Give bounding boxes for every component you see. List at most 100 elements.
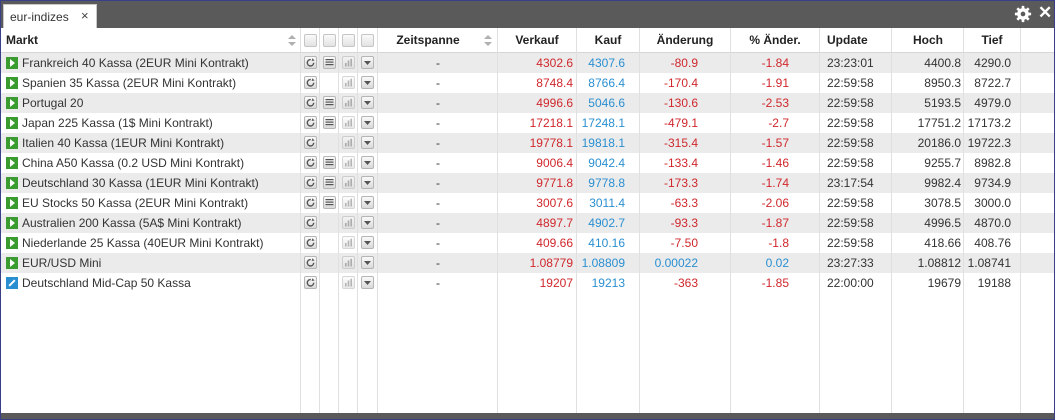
table-row[interactable]: Frankreich 40 Kassa (2EUR Mini Kontrakt)… (1, 53, 1054, 73)
news-icon[interactable] (323, 96, 336, 109)
play-icon[interactable] (6, 137, 18, 149)
dropdown-icon[interactable] (361, 236, 374, 249)
tab-eur-indizes[interactable]: eur-indizes × (3, 4, 97, 28)
dropdown-icon[interactable] (361, 56, 374, 69)
play-icon[interactable] (6, 77, 18, 89)
chart-icon[interactable] (342, 136, 355, 149)
play-icon[interactable] (6, 217, 18, 229)
chart-icon[interactable] (342, 196, 355, 209)
market-name[interactable]: Niederlande 25 Kassa (40EUR Mini Kontrak… (22, 236, 264, 250)
chart-icon[interactable] (342, 96, 355, 109)
gear-icon[interactable] (1014, 5, 1032, 23)
play-icon[interactable] (6, 97, 18, 109)
cell-update: 22:59:58 (827, 116, 874, 130)
play-icon[interactable] (6, 197, 18, 209)
dropdown-icon[interactable] (361, 196, 374, 209)
play-icon[interactable] (6, 157, 18, 169)
market-name[interactable]: China A50 Kassa (0.2 USD Mini Kontrakt) (22, 156, 245, 170)
chart-icon[interactable] (342, 256, 355, 269)
col-header-verkauf[interactable]: Verkauf (515, 33, 559, 47)
table-row[interactable]: Niederlande 25 Kassa (40EUR Mini Kontrak… (1, 233, 1054, 253)
window-close-icon[interactable]: ✕ (1038, 3, 1053, 22)
table-row[interactable]: EUR/USD Mini - 1.08779 1.08809 0.00022 0.02 23… (1, 253, 1054, 273)
table-row[interactable]: Australien 200 Kassa (5A$ Mini Kontrakt)… (1, 213, 1054, 233)
col-header-hoch[interactable]: Hoch (913, 33, 943, 47)
col-header-markt[interactable]: Markt (6, 33, 39, 47)
play-icon[interactable] (6, 237, 18, 249)
market-name[interactable]: EU Stocks 50 Kassa (2EUR Mini Kontrakt) (22, 196, 249, 210)
chart-icon[interactable] (342, 236, 355, 249)
col-header-pct[interactable]: % Änder. (749, 33, 801, 47)
col-header-update[interactable]: Update (827, 33, 868, 47)
play-icon[interactable] (6, 257, 18, 269)
table-row[interactable]: Italien 40 Kassa (1EUR Mini Kontrakt) - 19… (1, 133, 1054, 153)
market-name[interactable]: EUR/USD Mini (22, 256, 102, 270)
refresh-icon[interactable] (304, 116, 317, 129)
dropdown-icon[interactable] (361, 136, 374, 149)
market-name[interactable]: Frankreich 40 Kassa (2EUR Mini Kontrakt) (22, 56, 249, 70)
dropdown-icon[interactable] (361, 156, 374, 169)
refresh-icon[interactable] (304, 176, 317, 189)
market-name[interactable]: Spanien 35 Kassa (2EUR Mini Kontrakt) (22, 76, 237, 90)
refresh-icon[interactable] (304, 276, 317, 289)
refresh-icon[interactable] (304, 76, 317, 89)
dropdown-icon[interactable] (361, 76, 374, 89)
news-icon[interactable] (323, 56, 336, 69)
table-row[interactable]: Deutschland 30 Kassa (1EUR Mini Kontrakt… (1, 173, 1054, 193)
cell-pct: 0.02 (765, 256, 789, 270)
dropdown-icon[interactable] (361, 116, 374, 129)
cell-zeitspanne: - (436, 136, 440, 150)
cell-update: 22:00:00 (827, 276, 874, 290)
table-row[interactable]: China A50 Kassa (0.2 USD Mini Kontrakt) -… (1, 153, 1054, 173)
refresh-icon[interactable] (304, 136, 317, 149)
grid-header: Markt Zeitspanne Verkauf Kauf Änderung %… (1, 28, 1054, 53)
market-name[interactable]: Deutschland 30 Kassa (1EUR Mini Kontrakt… (22, 176, 259, 190)
refresh-icon[interactable] (304, 256, 317, 269)
chart-icon[interactable] (342, 276, 355, 289)
refresh-icon[interactable] (304, 236, 317, 249)
chart-icon[interactable] (342, 216, 355, 229)
cell-pct: -1.74 (761, 176, 789, 190)
dropdown-icon[interactable] (361, 96, 374, 109)
table-row[interactable]: Deutschland Mid-Cap 50 Kassa - 19207 19213 -… (1, 273, 1054, 293)
refresh-icon[interactable] (304, 216, 317, 229)
play-icon[interactable] (6, 177, 18, 189)
news-icon[interactable] (323, 196, 336, 209)
col-header-zeitspanne[interactable]: Zeitspanne (396, 33, 460, 47)
play-icon[interactable] (6, 57, 18, 69)
table-row[interactable]: Japan 225 Kassa (1$ Mini Kontrakt) - 17218… (1, 113, 1054, 133)
market-name[interactable]: Australien 200 Kassa (5A$ Mini Kontrakt) (22, 216, 242, 230)
chart-icon[interactable] (342, 56, 355, 69)
market-name[interactable]: Portugal 20 (22, 96, 84, 110)
col-header-aenderung[interactable]: Änderung (656, 33, 714, 47)
sort-icon[interactable] (288, 35, 296, 46)
chart-icon[interactable] (342, 116, 355, 129)
dropdown-icon[interactable] (361, 176, 374, 189)
chart-icon[interactable] (342, 76, 355, 89)
table-row[interactable]: Spanien 35 Kassa (2EUR Mini Kontrakt) - 87… (1, 73, 1054, 93)
play-icon[interactable] (6, 117, 18, 129)
chart-icon[interactable] (342, 176, 355, 189)
chart-icon[interactable] (342, 156, 355, 169)
sort-icon[interactable] (484, 35, 492, 46)
refresh-icon[interactable] (304, 156, 317, 169)
dropdown-icon[interactable] (361, 216, 374, 229)
dropdown-icon[interactable] (361, 276, 374, 289)
market-name[interactable]: Deutschland Mid-Cap 50 Kassa (22, 276, 191, 290)
refresh-icon[interactable] (304, 96, 317, 109)
market-name[interactable]: Italien 40 Kassa (1EUR Mini Kontrakt) (22, 136, 225, 150)
news-icon[interactable] (323, 116, 336, 129)
market-name[interactable]: Japan 225 Kassa (1$ Mini Kontrakt) (22, 116, 213, 130)
table-row[interactable]: Portugal 20 - 4996.6 5046.6 -130.6 -2.53 22:59… (1, 93, 1054, 113)
edit-icon[interactable] (6, 277, 18, 289)
table-row[interactable]: EU Stocks 50 Kassa (2EUR Mini Kontrakt) -… (1, 193, 1054, 213)
col-header-tief[interactable]: Tief (981, 33, 1003, 47)
col-header-kauf[interactable]: Kauf (594, 33, 622, 47)
refresh-icon[interactable] (304, 196, 317, 209)
tab-close-icon[interactable]: × (81, 8, 89, 23)
cell-tief: 9734.9 (974, 176, 1011, 190)
refresh-icon[interactable] (304, 56, 317, 69)
news-icon[interactable] (323, 156, 336, 169)
dropdown-icon[interactable] (361, 256, 374, 269)
news-icon[interactable] (323, 176, 336, 189)
